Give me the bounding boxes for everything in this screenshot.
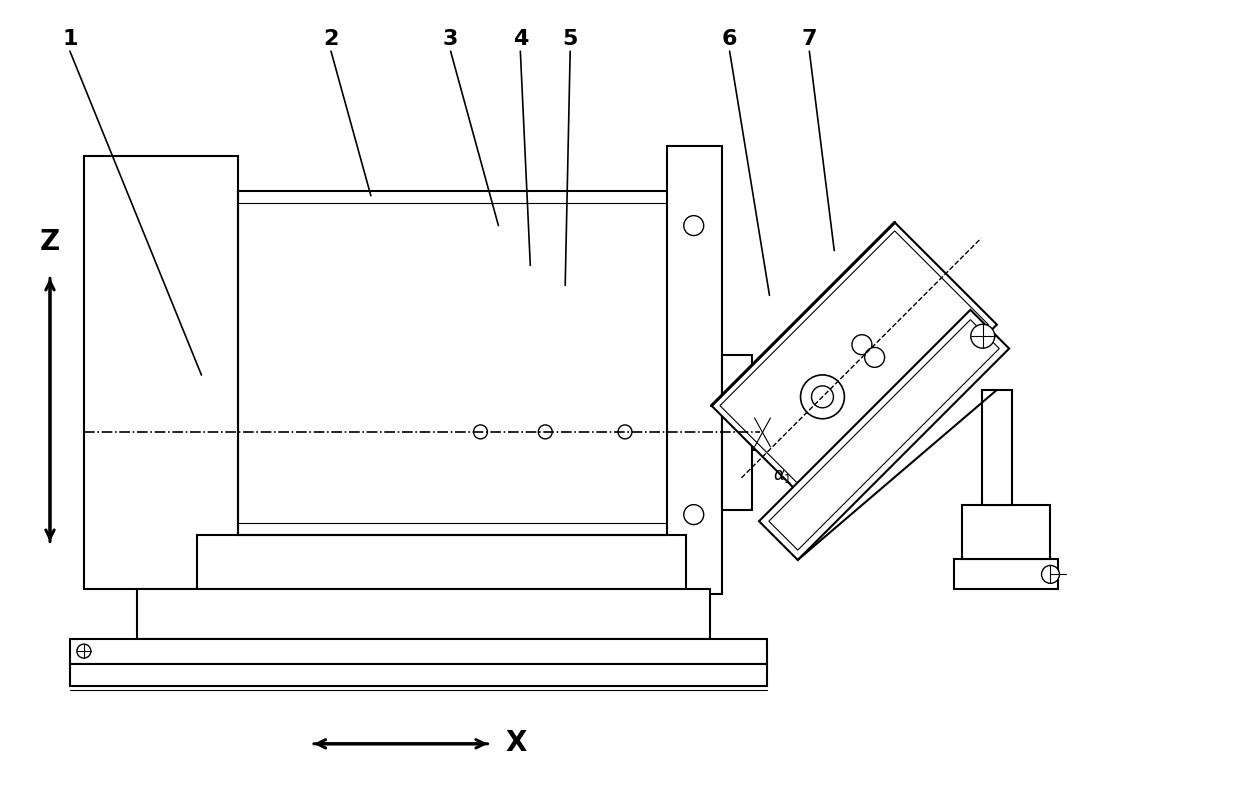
Polygon shape bbox=[712, 222, 997, 508]
Circle shape bbox=[864, 348, 884, 368]
Text: 1: 1 bbox=[62, 30, 78, 50]
Circle shape bbox=[474, 425, 487, 439]
Bar bbox=[954, 559, 1059, 590]
Text: 4: 4 bbox=[512, 30, 528, 50]
Circle shape bbox=[971, 324, 994, 348]
Bar bbox=[197, 535, 686, 590]
Text: 7: 7 bbox=[801, 30, 817, 50]
Bar bbox=[962, 505, 1049, 559]
Bar bbox=[667, 146, 722, 594]
Polygon shape bbox=[720, 231, 988, 499]
Circle shape bbox=[1042, 566, 1059, 583]
Bar bbox=[751, 415, 774, 450]
Circle shape bbox=[618, 425, 632, 439]
Text: 2: 2 bbox=[324, 30, 339, 50]
Text: 3: 3 bbox=[443, 30, 459, 50]
Text: 5: 5 bbox=[563, 30, 578, 50]
Text: Z: Z bbox=[40, 228, 60, 256]
Bar bbox=[69, 664, 768, 686]
Bar bbox=[84, 156, 238, 590]
Polygon shape bbox=[759, 310, 1009, 560]
Circle shape bbox=[811, 386, 833, 407]
Bar bbox=[136, 590, 709, 639]
Text: 6: 6 bbox=[722, 30, 738, 50]
Polygon shape bbox=[769, 320, 999, 550]
Circle shape bbox=[538, 425, 552, 439]
Text: $\alpha_1$: $\alpha_1$ bbox=[774, 467, 792, 485]
Bar bbox=[69, 639, 768, 664]
Circle shape bbox=[852, 335, 872, 355]
Circle shape bbox=[77, 644, 91, 658]
Circle shape bbox=[801, 375, 844, 419]
Bar bbox=[722, 355, 751, 510]
Bar bbox=[982, 390, 1012, 505]
Circle shape bbox=[683, 216, 704, 236]
Text: X: X bbox=[506, 729, 527, 757]
Circle shape bbox=[683, 505, 704, 525]
